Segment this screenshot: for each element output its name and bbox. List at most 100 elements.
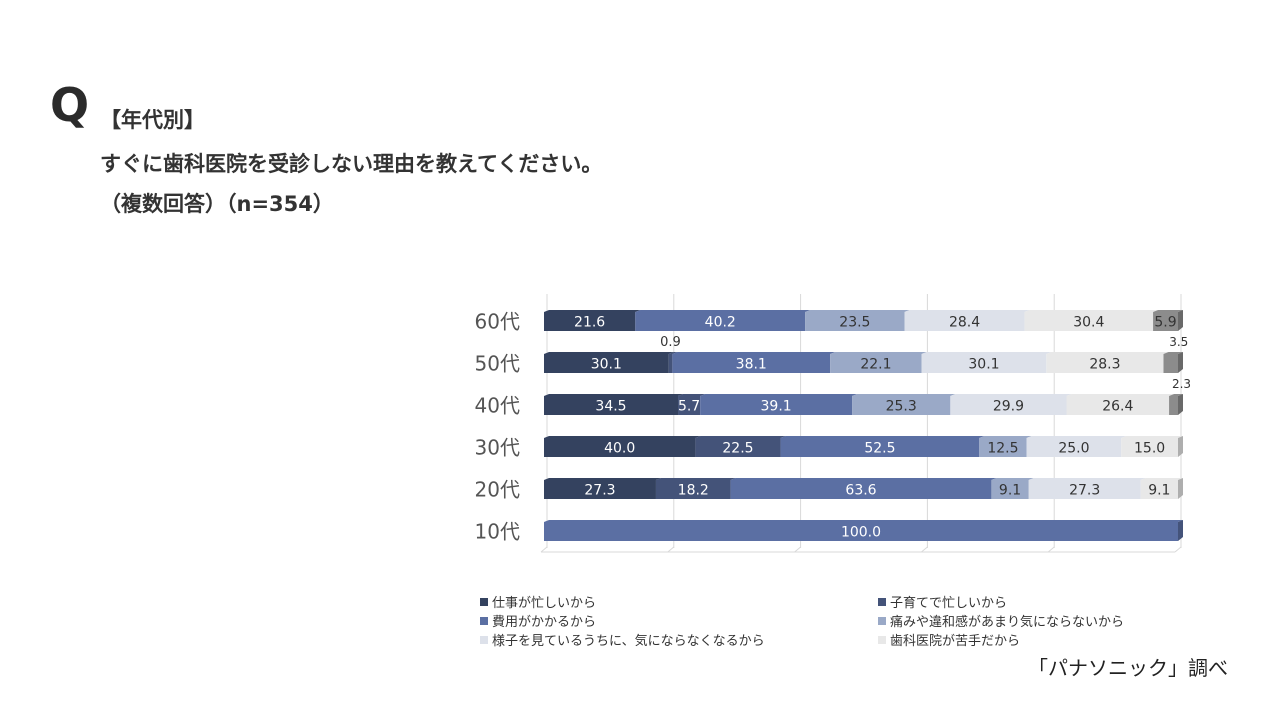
bar-top: [544, 478, 661, 480]
category-label: 40代: [475, 394, 520, 418]
question-mark: Q: [50, 78, 90, 132]
bar-segment: [1140, 480, 1178, 499]
bar-top: [1163, 352, 1183, 354]
category-label: 50代: [475, 352, 520, 376]
legend-label: 歯科医院が苦手だから: [890, 634, 1021, 649]
bar-segment: [1153, 312, 1178, 331]
bar-top: [1028, 478, 1146, 480]
data-label: 26.4: [1102, 399, 1133, 415]
bar-top: [544, 436, 701, 438]
data-label: 5.9: [1154, 315, 1176, 331]
data-label: 30.1: [968, 357, 999, 373]
bar-side: [1178, 310, 1183, 331]
data-label: 9.1: [1148, 483, 1170, 499]
bar-segment: [1028, 480, 1141, 499]
bar-segment: [1066, 396, 1170, 415]
legend-item: 仕事が忙しいから: [480, 592, 765, 611]
bar-side: [1178, 436, 1183, 457]
category-label: 20代: [475, 478, 520, 502]
data-label: 0.9: [660, 335, 681, 350]
bar-segment: [950, 396, 1067, 415]
bar-segment: [635, 312, 806, 331]
bar-top: [544, 520, 1183, 522]
data-label: 28.4: [949, 315, 980, 331]
bar-top: [1066, 394, 1175, 396]
bar-segment: [678, 396, 701, 415]
data-label: 3.5: [1169, 335, 1188, 349]
bar-top: [695, 436, 786, 438]
bar-segment: [672, 354, 831, 373]
bar-segment: [1163, 354, 1178, 373]
bar-top: [700, 394, 858, 396]
legend-label: 痛みや違和感があまり気にならないから: [890, 615, 1125, 630]
bar-segment: [1169, 396, 1178, 415]
bar-top: [830, 352, 927, 354]
data-label: 27.3: [584, 483, 615, 499]
bar-segment: [852, 396, 951, 415]
legend-swatch: [480, 616, 488, 625]
data-label: 25.3: [886, 399, 917, 415]
bar-top: [1026, 436, 1127, 438]
bar-top: [1046, 352, 1169, 354]
legend-label: 費用がかかるから: [492, 615, 597, 630]
bar-top: [1121, 436, 1183, 438]
bar-top: [544, 352, 674, 354]
grid-foot: [540, 546, 548, 553]
data-label: 38.1: [736, 357, 767, 373]
bar-top: [979, 436, 1032, 438]
bar-top: [655, 478, 736, 480]
bar-top: [805, 310, 910, 312]
bar-segment: [544, 312, 636, 331]
data-label: 39.1: [761, 399, 792, 415]
bar-top: [991, 478, 1034, 480]
data-label: 22.1: [860, 357, 891, 373]
data-label: 23.5: [839, 315, 870, 331]
bar-top: [672, 352, 836, 354]
bar-segment: [730, 480, 992, 499]
bar-segment: [979, 438, 1027, 457]
bar-side: [1178, 478, 1183, 499]
legend-item: 歯科医院が苦手だから: [878, 630, 1124, 649]
bar-segment: [544, 480, 656, 499]
bar-segment: [1024, 312, 1154, 331]
legend-swatch: [480, 597, 488, 606]
legend-item: 痛みや違和感があまり気にならないから: [878, 611, 1124, 630]
bar-top: [668, 352, 678, 354]
bar-top: [730, 478, 997, 480]
legend-label: 様子を見ているうちに、気にならなくなるから: [492, 634, 765, 649]
legend-left: 仕事が忙しいから 費用がかかるから 様子を見ているうちに、気にならなくなるから: [480, 592, 765, 649]
bar-side: [1178, 520, 1183, 541]
data-label: 27.3: [1069, 483, 1100, 499]
bar-segment: [921, 354, 1047, 373]
grid-foot: [1047, 546, 1055, 553]
data-label: 30.1: [591, 357, 622, 373]
legend-right: 子育てで忙しいから 痛みや違和感があまり気にならないから 歯科医院が苦手だから: [878, 592, 1124, 649]
question-text: すぐに歯科医院を受診しない理由を教えてください。: [100, 152, 603, 176]
bar-top: [544, 310, 641, 312]
grid-foot: [921, 546, 928, 553]
data-label: 25.0: [1058, 441, 1089, 457]
question-tag: 【年代別】: [100, 108, 205, 132]
bar-top: [1140, 478, 1183, 480]
grid-foot: [794, 546, 801, 553]
data-label: 63.6: [845, 483, 876, 499]
source-note: 「パナソニック」調べ: [1028, 656, 1228, 680]
legend-label: 仕事が忙しいから: [492, 596, 597, 611]
bar-segment: [544, 396, 679, 415]
legend-label: 子育てで忙しいから: [890, 596, 1008, 611]
data-label: 12.5: [987, 441, 1018, 457]
data-label: 28.3: [1089, 357, 1120, 373]
bar-segment: [904, 312, 1025, 331]
legend-swatch: [878, 597, 886, 606]
data-label: 40.0: [604, 441, 635, 457]
bar-side: [1178, 352, 1183, 373]
data-label: 22.5: [722, 441, 753, 457]
bar-segment: [655, 480, 731, 499]
legend-swatch: [480, 635, 488, 644]
legend-item: 様子を見ているうちに、気にならなくなるから: [480, 630, 765, 649]
grid-foot: [667, 546, 675, 553]
bar-segment: [830, 354, 922, 373]
category-label: 10代: [475, 520, 520, 544]
bar-segment: [544, 354, 669, 373]
